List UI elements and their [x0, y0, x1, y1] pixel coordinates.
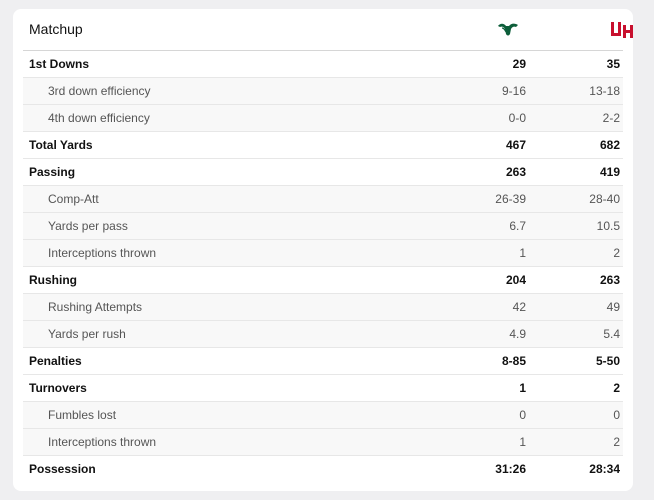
stat-row-comp-att: Comp-Att 26-39 28-40 — [23, 186, 623, 213]
stat-label: Rushing Attempts — [48, 300, 143, 314]
stat-row-yards-per-pass: Yards per pass 6.7 10.5 — [23, 213, 623, 240]
stat-label: 3rd down efficiency — [48, 84, 151, 98]
stat-label: Comp-Att — [48, 192, 99, 206]
stat-value-usf: 0-0 — [508, 111, 526, 125]
stat-label: 1st Downs — [29, 57, 90, 71]
stat-value-uh: 263 — [599, 273, 620, 287]
stat-value-usf: 29 — [512, 57, 526, 71]
stat-value-uh: 49 — [606, 300, 620, 314]
stat-row-total-yards: Total Yards 467 682 — [23, 132, 623, 159]
stat-value-uh: 35 — [606, 57, 620, 71]
stat-value-usf: 1 — [519, 435, 526, 449]
matchup-card: Matchup 1st Downs 29 35 3rd down efficie… — [13, 9, 633, 491]
stat-label: Total Yards — [29, 138, 93, 152]
matchup-header: Matchup — [13, 9, 633, 51]
stat-value-usf: 4.9 — [509, 327, 526, 341]
stat-value-uh: 2 — [613, 381, 620, 395]
stat-value-usf: 9-16 — [501, 84, 526, 98]
stat-value-uh: 5.4 — [603, 327, 620, 341]
header-divider — [23, 50, 623, 51]
stat-row-interceptions-thrown: Interceptions thrown 1 2 — [23, 240, 623, 267]
stat-label: Possession — [29, 462, 96, 476]
stat-label: Yards per pass — [48, 219, 128, 233]
stat-label: Passing — [29, 165, 76, 179]
stat-label: Interceptions thrown — [48, 246, 157, 260]
stat-value-uh: 13-18 — [589, 84, 620, 98]
stat-row-yards-per-rush: Yards per rush 4.9 5.4 — [23, 321, 623, 348]
stat-label: Fumbles lost — [48, 408, 117, 422]
stat-value-uh: 28-40 — [589, 192, 620, 206]
stat-value-usf: 1 — [519, 381, 526, 395]
stat-value-uh: 2 — [613, 246, 620, 260]
stat-value-uh: 419 — [599, 165, 620, 179]
stat-value-uh: 28:34 — [589, 462, 620, 476]
stat-row-turnovers: Turnovers 1 2 — [23, 375, 623, 402]
stat-row-passing: Passing 263 419 — [23, 159, 623, 186]
stat-value-usf: 26-39 — [495, 192, 526, 206]
stat-row-1st-downs: 1st Downs 29 35 — [23, 51, 623, 78]
usf-bull-logo-icon — [498, 23, 518, 36]
matchup-title: Matchup — [29, 21, 83, 37]
stat-value-usf: 6.7 — [509, 219, 526, 233]
stat-row-penalties: Penalties 8-85 5-50 — [23, 348, 623, 375]
stat-label: Interceptions thrown — [48, 435, 157, 449]
stat-row-interceptions-thrown-2: Interceptions thrown 1 2 — [23, 429, 623, 456]
stat-row-3rd-down-efficiency: 3rd down efficiency 9-16 13-18 — [23, 78, 623, 105]
stat-value-usf: 42 — [512, 300, 526, 314]
stat-row-rushing-attempts: Rushing Attempts 42 49 — [23, 294, 623, 321]
stat-value-uh: 5-50 — [595, 354, 620, 368]
stat-row-4th-down-efficiency: 4th down efficiency 0-0 2-2 — [23, 105, 623, 132]
stat-value-uh: 682 — [599, 138, 620, 152]
stat-value-usf: 31:26 — [495, 462, 526, 476]
stat-value-uh: 0 — [613, 408, 620, 422]
stat-label: 4th down efficiency — [48, 111, 150, 125]
stat-value-usf: 204 — [505, 273, 526, 287]
stat-value-uh: 2-2 — [602, 111, 620, 125]
stat-value-uh: 2 — [613, 435, 620, 449]
uh-logo-icon — [611, 22, 633, 38]
stat-row-possession: Possession 31:26 28:34 — [23, 456, 623, 482]
stat-label: Turnovers — [29, 381, 87, 395]
stat-value-usf: 8-85 — [501, 354, 526, 368]
stat-label: Penalties — [29, 354, 82, 368]
stat-value-usf: 467 — [505, 138, 526, 152]
stat-value-usf: 1 — [519, 246, 526, 260]
stat-label: Yards per rush — [48, 327, 126, 341]
stats-table: 1st Downs 29 35 3rd down efficiency 9-16… — [23, 51, 623, 482]
stat-row-rushing: Rushing 204 263 — [23, 267, 623, 294]
stat-label: Rushing — [29, 273, 77, 287]
stat-row-fumbles-lost: Fumbles lost 0 0 — [23, 402, 623, 429]
stat-value-usf: 0 — [519, 408, 526, 422]
stat-value-usf: 263 — [505, 165, 526, 179]
stat-value-uh: 10.5 — [596, 219, 620, 233]
